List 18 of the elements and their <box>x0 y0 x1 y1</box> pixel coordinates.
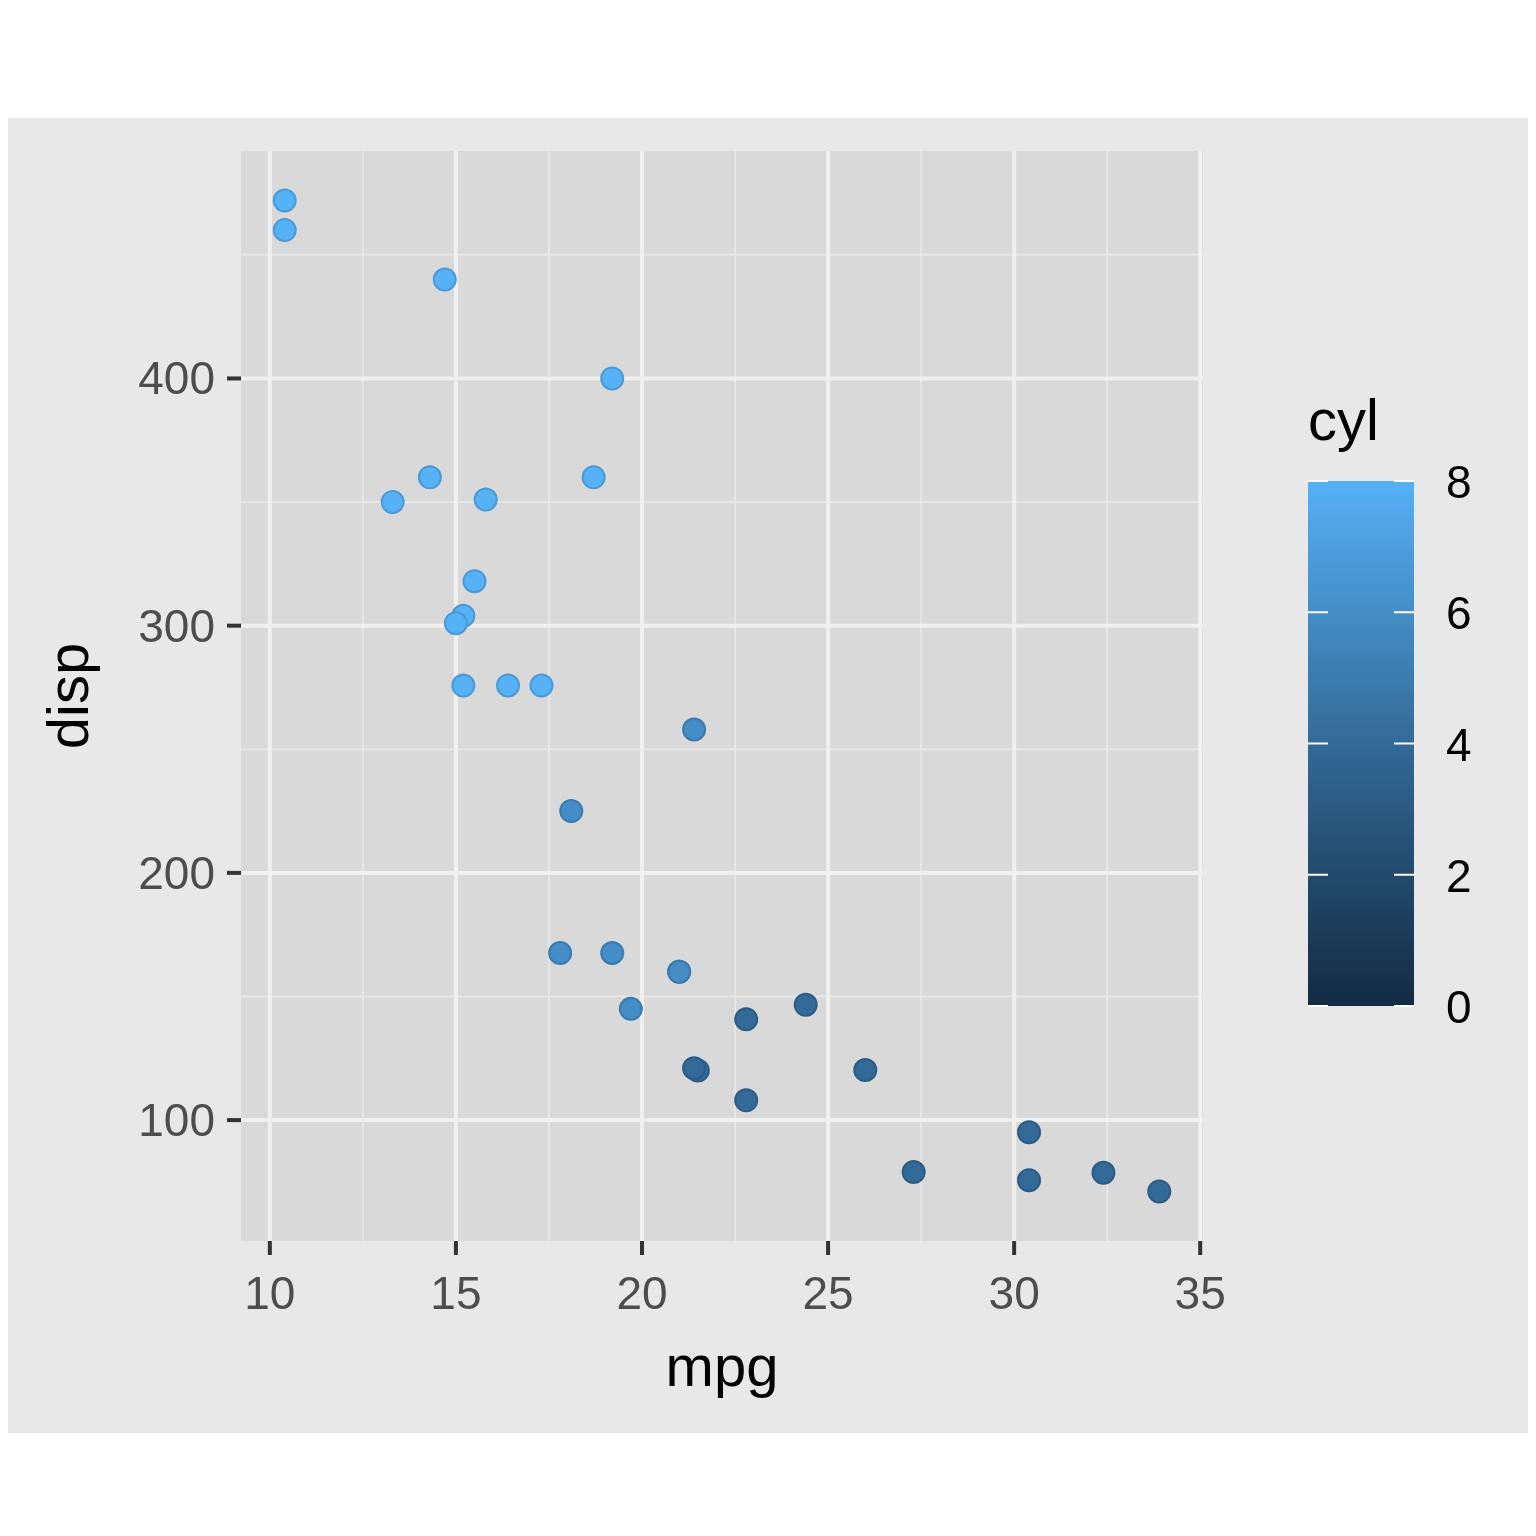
x-tick-label: 15 <box>430 1267 482 1319</box>
color-bar-label: 4 <box>1446 718 1472 771</box>
x-tick-label: 10 <box>244 1267 296 1319</box>
x-tick-label: 25 <box>802 1267 854 1319</box>
x-tick-label: 30 <box>988 1267 1040 1319</box>
legend-title: cyl <box>1308 387 1379 452</box>
x-axis-title: mpg <box>665 1333 779 1398</box>
color-bar-label: 8 <box>1446 456 1472 508</box>
y-tick-label: 100 <box>138 1094 215 1147</box>
y-axis-title: disp <box>35 642 100 750</box>
color-bar-label: 2 <box>1446 849 1472 902</box>
x-tick-label: 20 <box>616 1267 668 1319</box>
y-tick-label: 300 <box>138 599 215 652</box>
y-tick-label: 400 <box>138 352 215 405</box>
x-tick-label: 35 <box>1174 1267 1226 1319</box>
y-tick-label: 200 <box>138 846 215 899</box>
color-bar-label: 6 <box>1446 587 1472 640</box>
color-bar-label: 0 <box>1446 981 1472 1033</box>
